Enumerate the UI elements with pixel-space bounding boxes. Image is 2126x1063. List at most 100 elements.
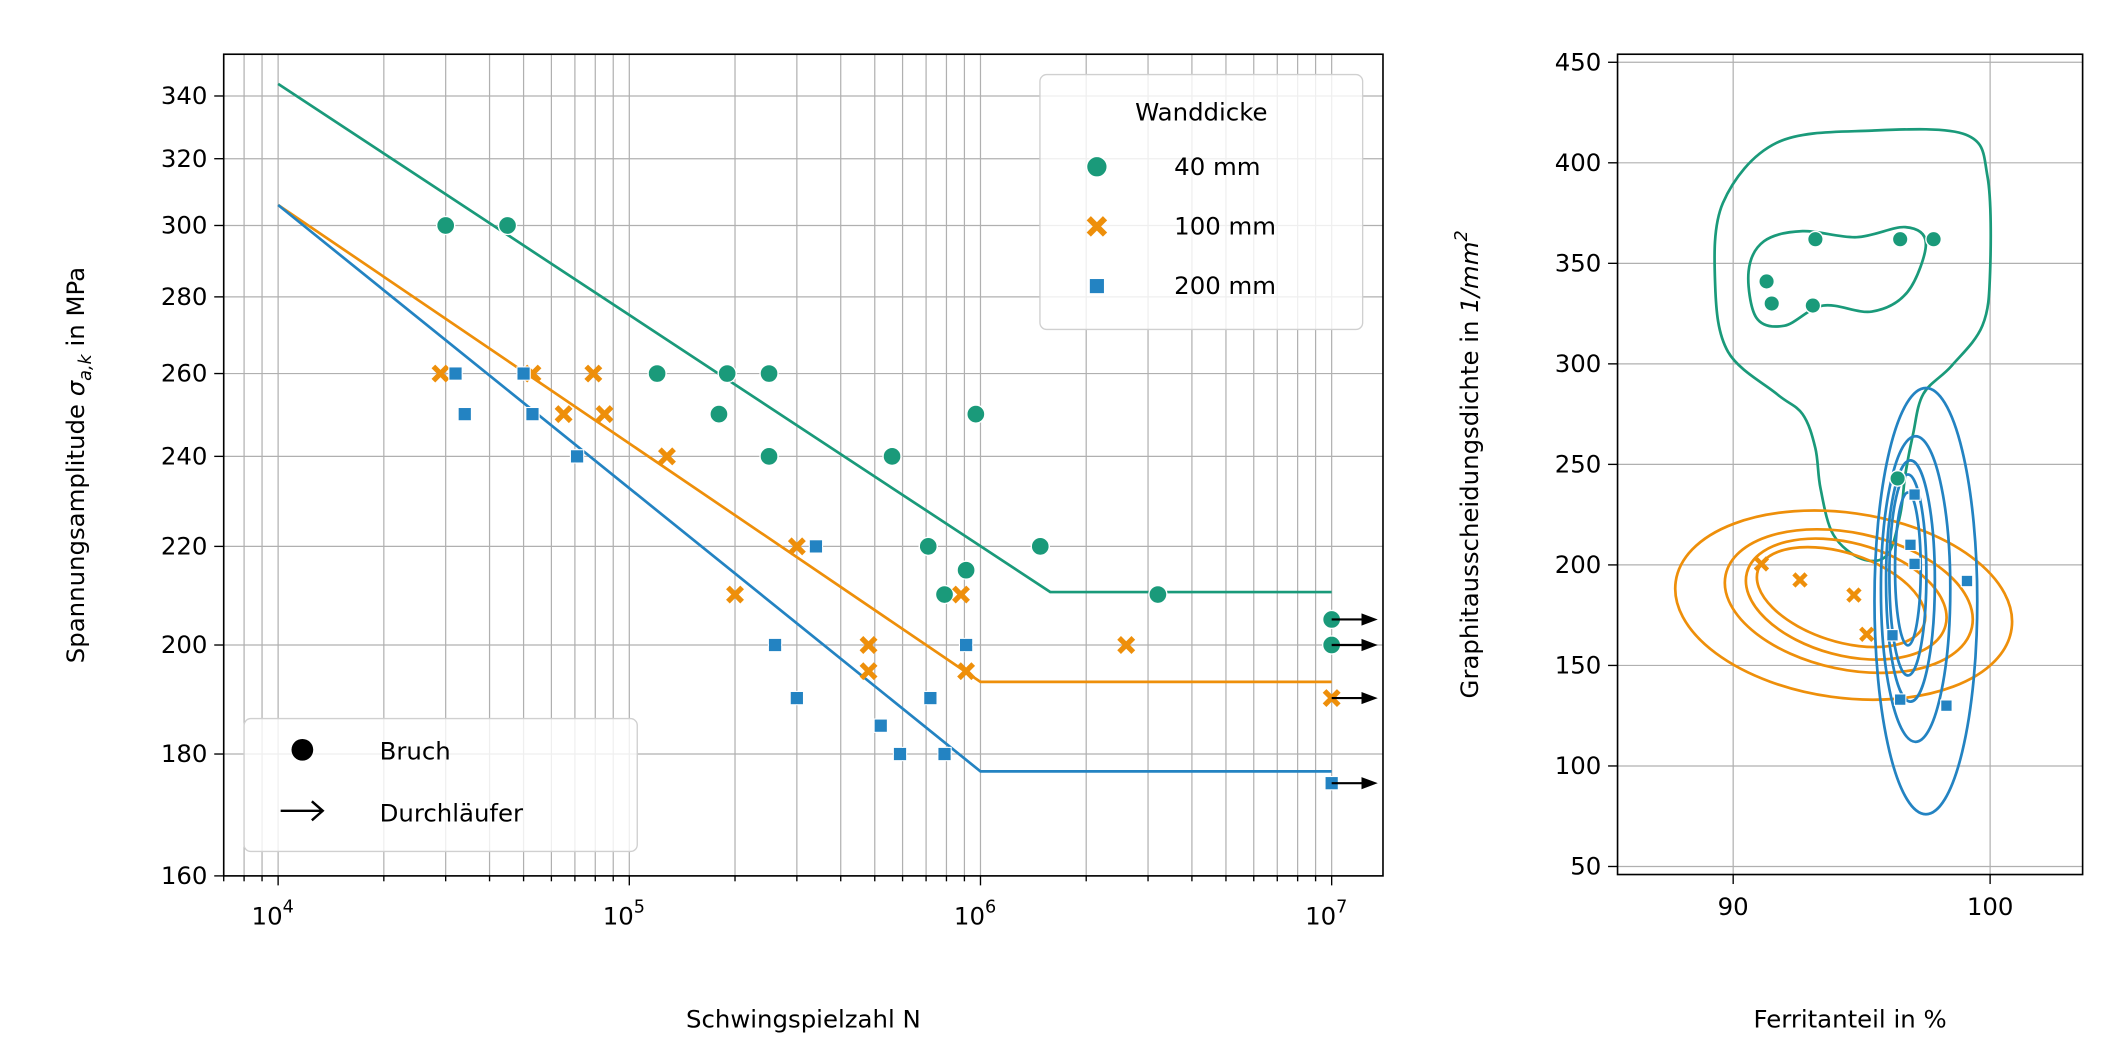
data-point-circle [1889,470,1907,487]
data-point-x [657,447,676,466]
x-tick-exponent: 6 [985,897,996,917]
y-label-tail: in MPa [61,267,90,354]
data-point-square [873,718,888,733]
data-point-circle [497,215,518,236]
data-point-square [808,539,824,554]
data-point-circle [647,363,667,384]
runout-arrow-icon [1361,777,1378,790]
y-tick-label: 250 [1555,450,1602,479]
x-tick-exponent: 7 [1336,897,1347,917]
x-tick-exponent: 4 [283,897,294,917]
runout-arrow-icon [1361,613,1378,626]
y-tick-label: 340 [161,81,208,110]
data-point-x [1859,626,1875,642]
y-tick-label: 100 [1555,751,1602,780]
legend-title: Wanddicke [1135,98,1267,127]
legend-entry-label: 200 mm [1174,271,1276,300]
plot-frame [222,53,1384,877]
data-point-x [584,364,603,383]
data-point-circle [1148,584,1168,605]
y-label-exp: 2 [1452,230,1472,241]
data-point-circle [956,560,976,580]
y-tick-label: 180 [161,739,208,768]
kde-contour [1713,127,1993,563]
y-tick-label: 50 [1570,852,1601,881]
data-point-square [1088,277,1106,295]
x-axis-label: Schwingspielzahl N [686,1005,921,1034]
y-label-symbol: σ [61,379,90,396]
y-tick-label: 220 [161,532,208,561]
legend-box [1039,73,1364,331]
data-point-square [457,406,472,422]
y-tick-label: 400 [1555,148,1602,177]
y-tick-label: 160 [161,861,208,890]
data-point-square [525,406,540,422]
data-point-square [789,690,805,706]
kde-contour [1888,473,1928,677]
data-point-circle [1804,297,1822,314]
data-point-circle [1806,230,1824,248]
data-point-square [1908,557,1921,571]
data-point-square [892,746,908,762]
data-point-circle [1030,536,1050,557]
legend-wanddicke: Wanddicke 40 mm 100 mm 200 mm [1039,73,1364,331]
fit-line-200mm [277,203,1332,773]
x-tick-exponent: 5 [634,897,645,917]
data-point-x [595,405,614,424]
kde-contour [1884,459,1937,703]
legend-entry-label: Durchläufer [380,799,524,828]
y-tick-label: 320 [161,144,208,173]
y-tick-label: 200 [1555,550,1602,579]
data-point-x [1846,587,1862,603]
data-point-circle [966,404,986,424]
data-point-circle [934,584,955,605]
legend-box [243,717,638,853]
data-point-circle [1758,273,1775,290]
x-tick-base: 10 [1305,902,1336,931]
data-point-circle [1891,230,1909,248]
legend-entry-label: 40 mm [1174,152,1260,181]
x-tick-label: 106 [954,897,996,930]
data-point-square [767,637,783,653]
data-point-x [859,636,878,654]
data-point-circle [709,404,729,424]
y-tick-label: 300 [161,211,208,240]
plot-frame [1616,53,2084,876]
data-point-square [937,746,952,762]
data-point-x [726,585,744,604]
x-tick-base: 10 [954,902,985,931]
kde-contour [1744,537,1948,661]
y-tick-label: 280 [161,282,208,311]
data-point-x [1792,572,1808,588]
data-point-x [1753,556,1770,572]
kde-contour [1873,386,1979,816]
y-tick-label: 450 [1555,47,1602,76]
x-tick-label: 107 [1305,897,1347,930]
kde-contour [1879,434,1952,744]
y-tick-label: 350 [1555,248,1602,277]
data-point-circle [717,363,737,384]
legend-entry-label: Bruch [380,736,451,765]
circle-legend-icon [291,738,314,761]
y-label-main: Spannungsamplitude [61,396,90,663]
data-point-circle [759,446,779,467]
data-point-circle [435,215,456,236]
data-point-square [569,449,585,464]
y-tick-label: 150 [1555,651,1602,680]
legend-entry-label: 100 mm [1174,212,1276,241]
data-point-circle [759,363,779,384]
x-tick-base: 10 [252,902,283,931]
y-tick-label: 240 [161,442,208,471]
data-point-square [516,366,531,381]
y-label-unit: 1/mm [1455,242,1484,313]
fit-line-40mm [277,82,1332,594]
data-point-square [958,637,974,653]
data-point-x [1117,636,1136,654]
y-tick-label: 200 [161,630,208,659]
data-point-x [859,662,878,681]
fit-line-100mm [277,203,1332,684]
data-point-x [1086,216,1108,237]
data-point-square [1886,629,1899,642]
data-point-square [1904,538,1917,552]
